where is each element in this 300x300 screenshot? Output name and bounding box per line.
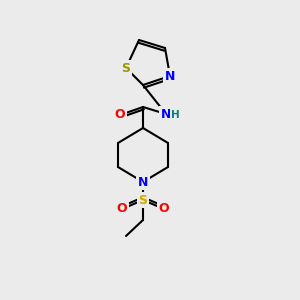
Text: S: S <box>139 194 148 206</box>
Text: O: O <box>159 202 169 215</box>
Text: O: O <box>115 109 125 122</box>
Text: S: S <box>122 61 130 74</box>
Text: O: O <box>117 202 127 215</box>
Text: N: N <box>165 70 175 83</box>
Text: N: N <box>161 107 171 121</box>
Text: N: N <box>138 176 148 188</box>
Text: H: H <box>171 110 179 120</box>
